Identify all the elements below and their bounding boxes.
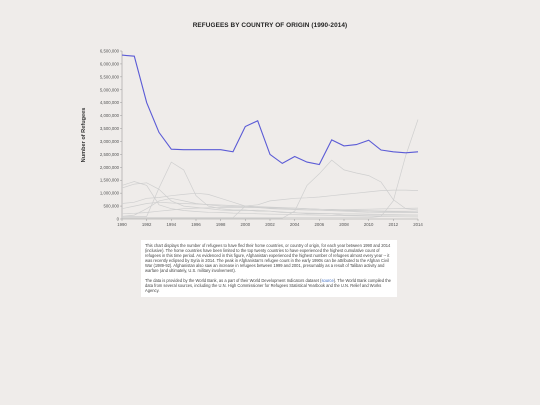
x-tick-label: 2012: [389, 222, 399, 227]
series-line[interactable]: [122, 189, 419, 219]
y-tick-label: 1,000,000: [100, 191, 120, 196]
y-tick-label: 2,000,000: [100, 165, 120, 170]
highlighted-series-line[interactable]: [121, 54, 419, 166]
series-line[interactable]: [121, 207, 419, 215]
description-box: This chart displays the number of refuge…: [141, 240, 397, 297]
x-tick-label: 2008: [339, 222, 349, 227]
y-tick-label: 0: [117, 217, 120, 222]
y-axis-label: Number of Refugees: [81, 108, 87, 163]
series-line[interactable]: [121, 201, 418, 212]
y-tick-label: 500,000: [103, 204, 119, 209]
y-axis: 0 500,000 1,000,000 1,500,000 2,000,000 2,500…: [100, 49, 123, 222]
description-text-after-link: ). The World Bank compiled the data from…: [145, 278, 391, 293]
x-tick-label: 1998: [216, 222, 226, 227]
series-line[interactable]: [122, 161, 418, 217]
chart-title: REFUGEES BY COUNTRY OF ORIGIN (1990-2014…: [192, 22, 348, 29]
series-lines: [121, 54, 419, 219]
description-text-before-link: The data is provided by the World Bank, …: [145, 278, 322, 283]
description-paragraph-2: The data is provided by the World Bank, …: [145, 278, 393, 293]
y-tick-label: 6,500,000: [100, 49, 120, 54]
x-tick-label: 1990: [117, 222, 127, 227]
x-tick-label: 2004: [290, 222, 300, 227]
x-tick-label: 2010: [364, 222, 374, 227]
y-tick-label: 4,000,000: [100, 113, 120, 118]
x-tick-label: 2000: [241, 222, 251, 227]
series-line[interactable]: [121, 197, 418, 217]
series-line[interactable]: [121, 181, 419, 218]
y-tick-label: 5,000,000: [100, 87, 120, 92]
series-line[interactable]: [122, 159, 419, 219]
y-tick-label: 3,500,000: [100, 126, 120, 131]
x-tick-label: 2002: [265, 222, 275, 227]
x-tick-label: 1996: [191, 222, 201, 227]
y-tick-label: 5,500,000: [100, 74, 120, 79]
y-tick-label: 2,500,000: [100, 152, 120, 157]
y-tick-label: 3,000,000: [100, 139, 120, 144]
x-tick-label: 2014: [413, 222, 423, 227]
x-axis: 1990 1992 1994 1996 1998 2000 2002 2004 2006 2008…: [117, 218, 423, 227]
y-tick-label: 1,500,000: [100, 178, 120, 183]
x-tick-label: 2006: [315, 222, 325, 227]
y-tick-label: 6,000,000: [100, 61, 120, 66]
x-tick-label: 1992: [142, 222, 152, 227]
line-chart: 0 500,000 1,000,000 1,500,000 2,000,000 2,500…: [81, 49, 423, 228]
series-line[interactable]: [121, 192, 419, 213]
y-tick-label: 4,500,000: [100, 100, 120, 105]
x-tick-label: 1994: [167, 222, 177, 227]
description-paragraph-1: This chart displays the number of refuge…: [145, 243, 391, 273]
source-link[interactable]: source: [321, 278, 334, 283]
